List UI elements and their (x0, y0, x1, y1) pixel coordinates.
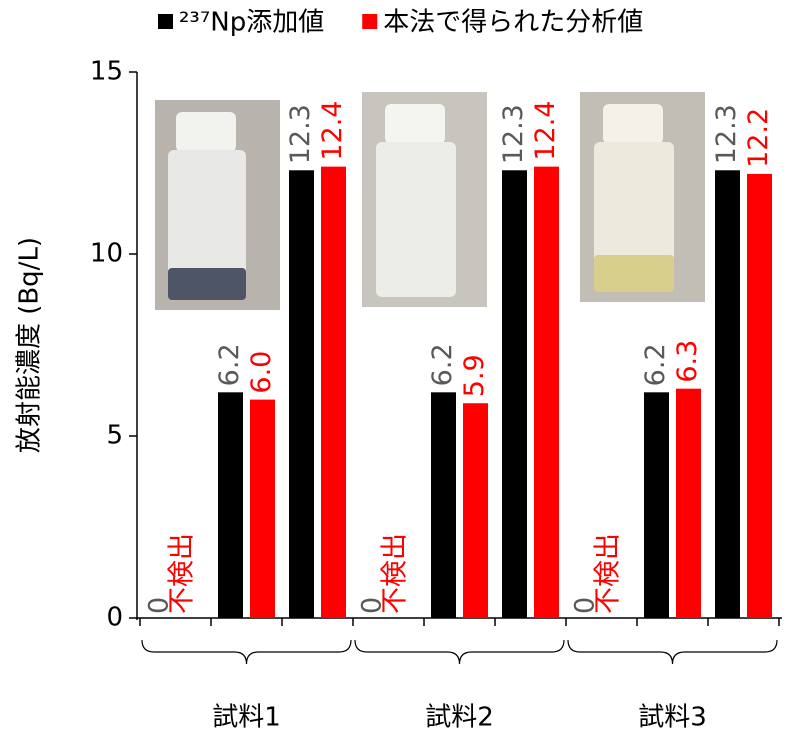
legend-swatch (362, 14, 378, 29)
bar (534, 166, 559, 618)
y-tick-label: 5 (106, 421, 123, 451)
bar (676, 388, 701, 618)
sample-photo (580, 92, 705, 302)
y-axis-label: 放射能濃度 (Bq/L) (15, 237, 45, 453)
y-tick-label: 0 (106, 603, 123, 633)
value-label: 0 (357, 597, 388, 614)
bar (747, 173, 772, 619)
bar (250, 399, 275, 618)
bar (715, 170, 740, 618)
sample-photo (155, 100, 280, 310)
group-label: 試料3 (638, 703, 707, 733)
group-brace (567, 639, 778, 665)
value-label: 12.4 (317, 101, 348, 161)
value-label: 12.3 (711, 104, 742, 164)
group-brace (354, 639, 565, 665)
bar (289, 170, 314, 618)
legend-swatch (158, 14, 173, 29)
value-label: 6.2 (214, 343, 245, 386)
value-label: 6.0 (246, 351, 277, 394)
value-label: 0 (144, 597, 175, 614)
value-label: 6.3 (672, 340, 703, 383)
bar (463, 403, 488, 618)
sample-photo (362, 92, 487, 307)
value-label: 不検出 (167, 533, 198, 614)
value-label: 不検出 (380, 533, 411, 614)
value-label: 5.9 (459, 354, 490, 397)
bar (644, 392, 669, 618)
value-label: 12.2 (743, 108, 774, 168)
group-label: 試料2 (425, 703, 494, 733)
y-tick-label: 15 (90, 57, 123, 87)
legend-label: 本法で得られた分析値 (383, 8, 643, 38)
value-label: 12.4 (530, 101, 561, 161)
group-brace (141, 639, 352, 665)
y-tick-label: 10 (90, 239, 123, 269)
bar (321, 166, 346, 618)
group-label: 試料1 (212, 703, 281, 733)
value-label: 不検出 (593, 533, 624, 614)
bar (218, 392, 243, 618)
bar (431, 392, 456, 618)
bar (502, 170, 527, 618)
value-label: 6.2 (427, 343, 458, 386)
legend-label: ²³⁷Np添加値 (179, 8, 324, 38)
value-label: 12.3 (285, 104, 316, 164)
value-label: 6.2 (640, 343, 671, 386)
value-label: 0 (570, 597, 601, 614)
value-label: 12.3 (498, 104, 529, 164)
